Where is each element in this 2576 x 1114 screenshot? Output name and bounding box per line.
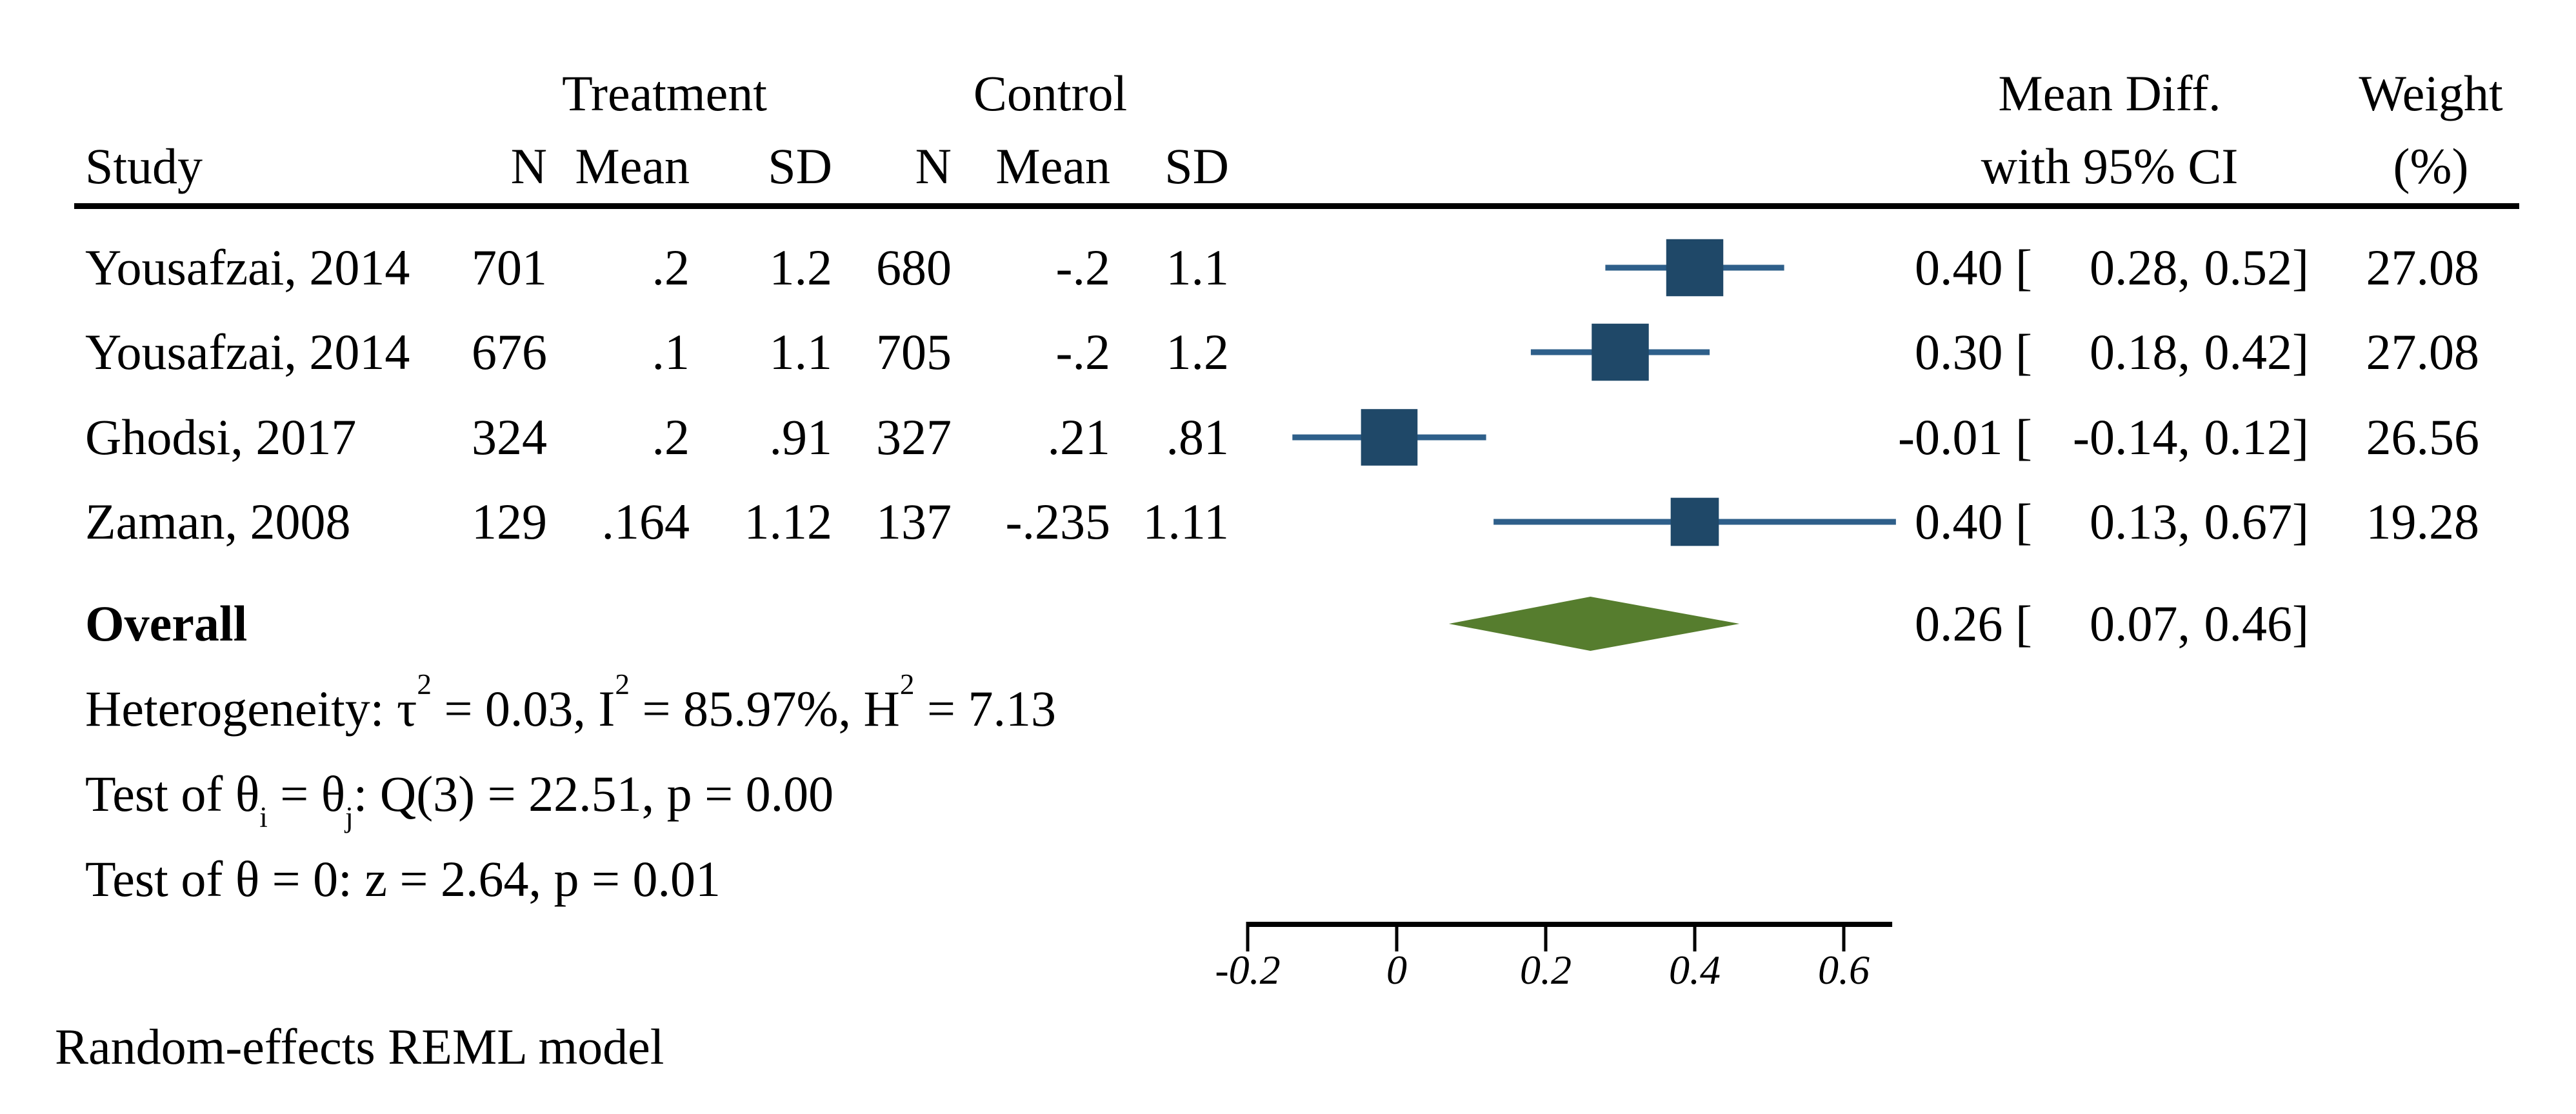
x-axis-tick-label: 0.2: [1520, 947, 1572, 993]
overall-label: Overall: [85, 595, 248, 651]
estimate-value: 0.30 [: [1915, 324, 2032, 380]
test-zero-stats: Test of θ = 0: z = 2.64, p = 0.01: [85, 851, 721, 907]
effect-square: [1592, 323, 1649, 381]
study-label: Zaman, 2008: [85, 493, 351, 550]
x-axis-tick: [1246, 922, 1250, 951]
ci-line: [1530, 349, 1710, 355]
ci-high-value: 0.67]: [2204, 493, 2309, 550]
weight-header-line1: Weight: [2359, 65, 2503, 121]
ci-high-value: 0.52]: [2204, 239, 2309, 295]
overall-estimate-value: 0.26 [: [1915, 595, 2032, 651]
model-note: Random-effects REML model: [55, 1019, 664, 1075]
weight-value: 27.08: [2366, 324, 2480, 380]
control-sd-value: 1.11: [1143, 493, 1229, 550]
x-axis-tick-label: 0: [1386, 947, 1407, 993]
i-squared-exponent: 2: [615, 668, 630, 701]
x-axis-tick-label: -0.2: [1215, 947, 1280, 993]
x-axis-tick: [1395, 922, 1399, 951]
test-between-post: : Q(3) = 22.51, p = 0.00: [353, 766, 834, 822]
weight-value: 26.56: [2366, 409, 2480, 465]
heterogeneity-pre: Heterogeneity: τ: [85, 681, 417, 737]
test-between-mid: = θ: [267, 766, 346, 822]
treatment-group-header: Treatment: [562, 65, 767, 121]
ci-high-value: 0.12]: [2204, 409, 2309, 465]
treatment-mean-header: Mean: [575, 138, 690, 194]
ci-line: [1493, 519, 1896, 525]
estimate-value: 0.40 [: [1915, 239, 2032, 295]
effect-square: [1361, 409, 1418, 466]
control-group-header: Control: [973, 65, 1128, 121]
treatment-sd-value: 1.2: [769, 239, 833, 295]
ci-low-value: -0.14,: [2073, 409, 2190, 465]
ci-low-value: 0.13,: [2090, 493, 2190, 550]
x-axis-tick: [1842, 922, 1846, 951]
heterogeneity-stats: Heterogeneity: τ2 = 0.03, I2 = 85.97%, H…: [85, 670, 1056, 737]
control-n-value: 680: [876, 239, 952, 295]
tau-squared-exponent: 2: [417, 668, 432, 701]
estimate-value: 0.40 [: [1915, 493, 2032, 550]
heterogeneity-mid2: = 85.97%, H: [630, 681, 900, 737]
control-sd-value: 1.2: [1166, 324, 1230, 380]
ci-high-value: 0.42]: [2204, 324, 2309, 380]
heterogeneity-post: = 7.13: [914, 681, 1056, 737]
x-axis-line: [1248, 922, 1893, 927]
treatment-mean-value: .2: [652, 409, 690, 465]
control-mean-header: Mean: [995, 138, 1110, 194]
treatment-sd-value: 1.1: [769, 324, 833, 380]
treatment-mean-value: .2: [652, 239, 690, 295]
treatment-n-value: 324: [472, 409, 547, 465]
ci-line: [1605, 264, 1784, 271]
treatment-n-value: 701: [472, 239, 547, 295]
control-mean-value: -.2: [1055, 324, 1110, 380]
header-rule: [74, 203, 2519, 209]
control-sd-header: SD: [1164, 138, 1229, 194]
meandiff-header-line1: Mean Diff.: [1998, 65, 2221, 121]
test-between-stats: Test of θi = θj: Q(3) = 22.51, p = 0.00: [85, 766, 834, 832]
test-between-pre: Test of θ: [85, 766, 260, 822]
control-n-header: N: [915, 138, 952, 194]
effect-square: [1666, 239, 1724, 297]
weight-value: 19.28: [2366, 493, 2480, 550]
effect-square: [1670, 497, 1719, 546]
x-axis-tick: [1693, 922, 1697, 951]
x-axis-tick-label: 0.4: [1669, 947, 1721, 993]
weight-header-line2: (%): [2393, 138, 2469, 194]
treatment-n-value: 676: [472, 324, 547, 380]
treatment-sd-header: SD: [768, 138, 832, 194]
ci-low-value: 0.28,: [2090, 239, 2190, 295]
study-label: Yousafzai, 2014: [85, 324, 410, 380]
overall-diamond: [1448, 597, 1740, 651]
study-label: Yousafzai, 2014: [85, 239, 410, 295]
control-sd-value: .81: [1166, 409, 1230, 465]
treatment-n-header: N: [510, 138, 547, 194]
treatment-sd-value: .91: [769, 409, 833, 465]
treatment-mean-value: .164: [601, 493, 690, 550]
study-column-header: Study: [85, 138, 203, 194]
control-mean-value: -.2: [1055, 239, 1110, 295]
control-n-value: 137: [876, 493, 952, 550]
x-axis-tick-label: 0.6: [1818, 947, 1870, 993]
ci-line: [1292, 434, 1486, 441]
study-label: Ghodsi, 2017: [85, 409, 357, 465]
theta-j-subscript: j: [345, 801, 354, 833]
estimate-value: -0.01 [: [1898, 409, 2032, 465]
overall-ci-low-value: 0.07,: [2090, 595, 2190, 651]
h-squared-exponent: 2: [899, 668, 915, 701]
treatment-sd-value: 1.12: [744, 493, 833, 550]
ci-low-value: 0.18,: [2090, 324, 2190, 380]
control-mean-value: .21: [1047, 409, 1111, 465]
weight-value: 27.08: [2366, 239, 2480, 295]
theta-i-subscript: i: [259, 801, 268, 833]
meandiff-header-line2: with 95% CI: [1981, 138, 2239, 194]
control-n-value: 327: [876, 409, 952, 465]
overall-ci-high-value: 0.46]: [2204, 595, 2309, 651]
control-n-value: 705: [876, 324, 952, 380]
treatment-n-value: 129: [472, 493, 547, 550]
heterogeneity-mid1: = 0.03, I: [431, 681, 615, 737]
control-sd-value: 1.1: [1166, 239, 1230, 295]
control-mean-value: -.235: [1005, 493, 1110, 550]
treatment-mean-value: .1: [652, 324, 690, 380]
x-axis-tick: [1544, 922, 1548, 951]
